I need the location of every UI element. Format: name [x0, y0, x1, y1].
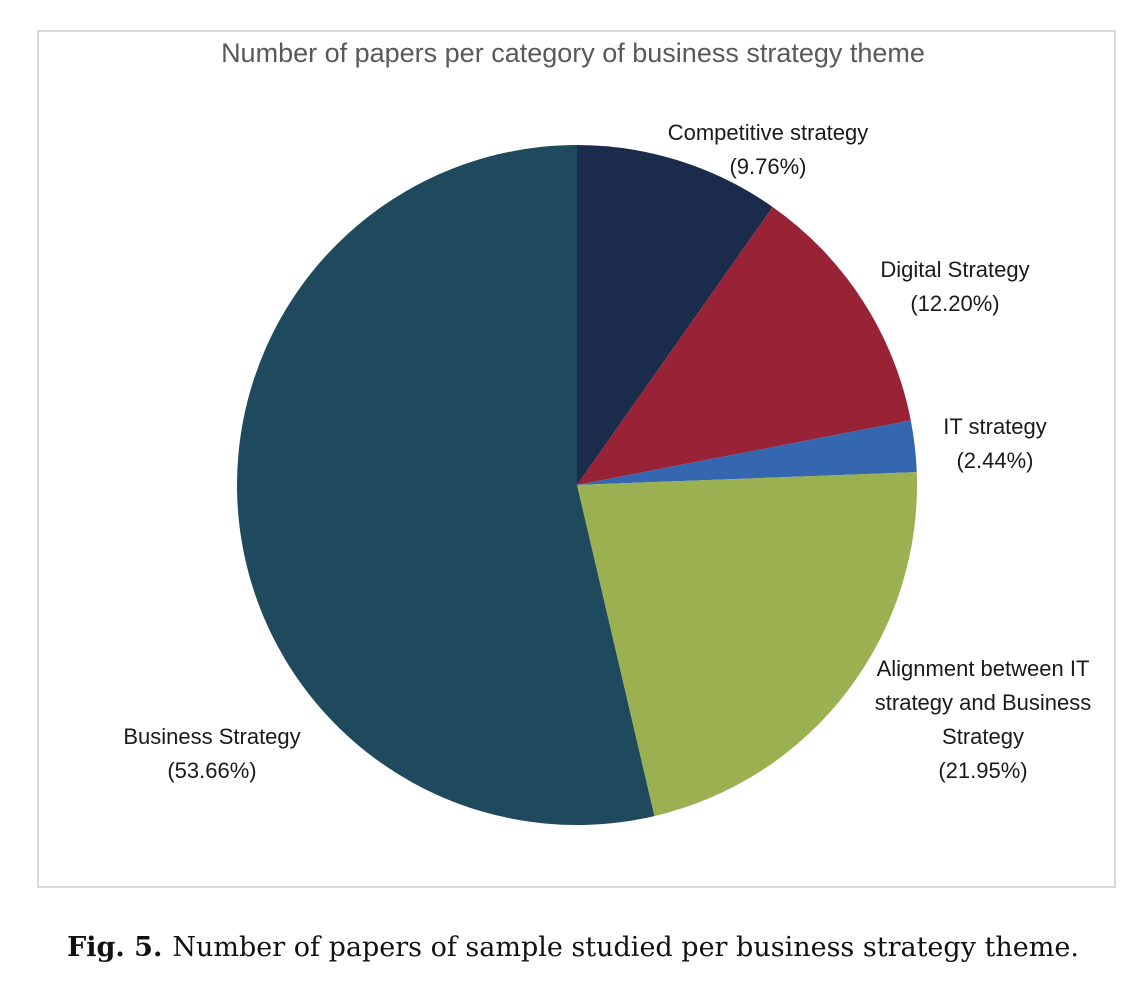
slice-name: Business Strategy: [123, 724, 301, 749]
pie-slice: [577, 472, 917, 817]
slice-name: Alignment between IT strategy and Busine…: [874, 656, 1092, 749]
caption-label: Fig. 5.: [67, 932, 163, 963]
chart-frame: [37, 30, 1116, 888]
slice-name: Digital Strategy: [880, 257, 1030, 282]
data-label: Business Strategy (53.66%): [82, 720, 342, 788]
pie-slice: [577, 420, 917, 485]
data-label: Digital Strategy (12.20%): [825, 253, 1085, 321]
data-label: Alignment between IT strategy and Busine…: [853, 652, 1113, 788]
slice-name: Competitive strategy: [667, 120, 869, 145]
pie-slice: [236, 145, 655, 825]
data-label: IT strategy (2.44%): [895, 410, 1095, 478]
value-label: (9.76%): [729, 154, 807, 179]
pie-slice: [577, 206, 911, 485]
data-label: Competitive strategy (9.76%): [618, 116, 918, 184]
value-label: (21.95%): [938, 758, 1028, 783]
caption-text: Number of papers of sample studied per b…: [172, 932, 1079, 963]
value-label: (53.66%): [167, 758, 257, 783]
figure-caption: Fig. 5. Number of papers of sample studie…: [0, 932, 1146, 963]
value-label: (12.20%): [910, 291, 1000, 316]
chart-title: Number of papers per category of busines…: [221, 38, 925, 68]
slice-name: IT strategy: [943, 414, 1047, 439]
value-label: (2.44%): [956, 448, 1034, 473]
pie-slice: [577, 145, 773, 485]
